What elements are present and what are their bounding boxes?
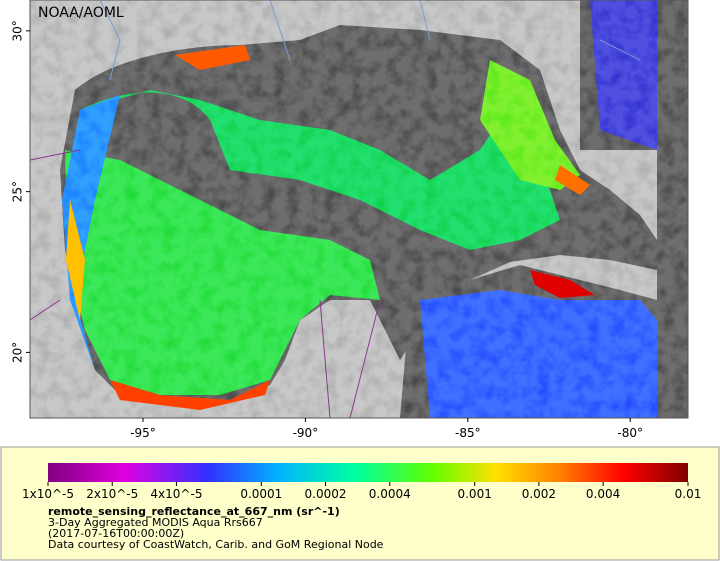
colorbar-title: remote_sensing_reflectance_at_667_nm (sr… — [48, 505, 340, 518]
colorbar-tick-label: 4x10^-5 — [150, 487, 202, 501]
lat-tick-label: 25° — [11, 181, 25, 202]
map-frame — [29, 0, 689, 419]
colorbar-tick-label: 0.002 — [522, 487, 556, 501]
texture — [30, 0, 688, 418]
colorbar-tick-label: 0.0002 — [305, 487, 347, 501]
caption-line: 3-Day Aggregated MODIS Aqua Rrs667 — [48, 516, 263, 529]
colorbar-tick-label: 1x10^-5 — [22, 487, 74, 501]
colorbar-tick-label: 0.0004 — [369, 487, 411, 501]
caption-line: Data courtesy of CoastWatch, Carib. and … — [48, 538, 384, 551]
colorbar-tick-label: 2x10^-5 — [86, 487, 138, 501]
lon-tick-label: -80° — [617, 426, 643, 440]
coastal-high — [110, 380, 270, 410]
coastal-high — [530, 270, 595, 298]
colorbar-tick-label: 0.01 — [675, 487, 702, 501]
lat-tick-label: 30° — [11, 20, 25, 41]
coastal-high — [555, 165, 590, 195]
colorbar-tick-label: 0.0001 — [240, 487, 282, 501]
rivers — [99, 0, 641, 81]
colorbar — [48, 463, 688, 482]
caption-line: (2017-07-16T00:00:00Z) — [48, 527, 184, 540]
lon-tick-label: -90° — [293, 426, 319, 440]
lon-tick-label: -85° — [455, 426, 481, 440]
credit: NOAA/AOML — [38, 5, 124, 21]
coastal-high — [175, 45, 250, 70]
colorbar-tick-label: 0.004 — [586, 487, 620, 501]
lon-tick-label: -95° — [130, 426, 156, 440]
borders — [30, 149, 381, 418]
colorbar-tick-label: 0.001 — [457, 487, 491, 501]
coastal-high — [66, 200, 85, 320]
map — [30, 0, 688, 418]
lat-tick-label: 20° — [11, 342, 25, 363]
